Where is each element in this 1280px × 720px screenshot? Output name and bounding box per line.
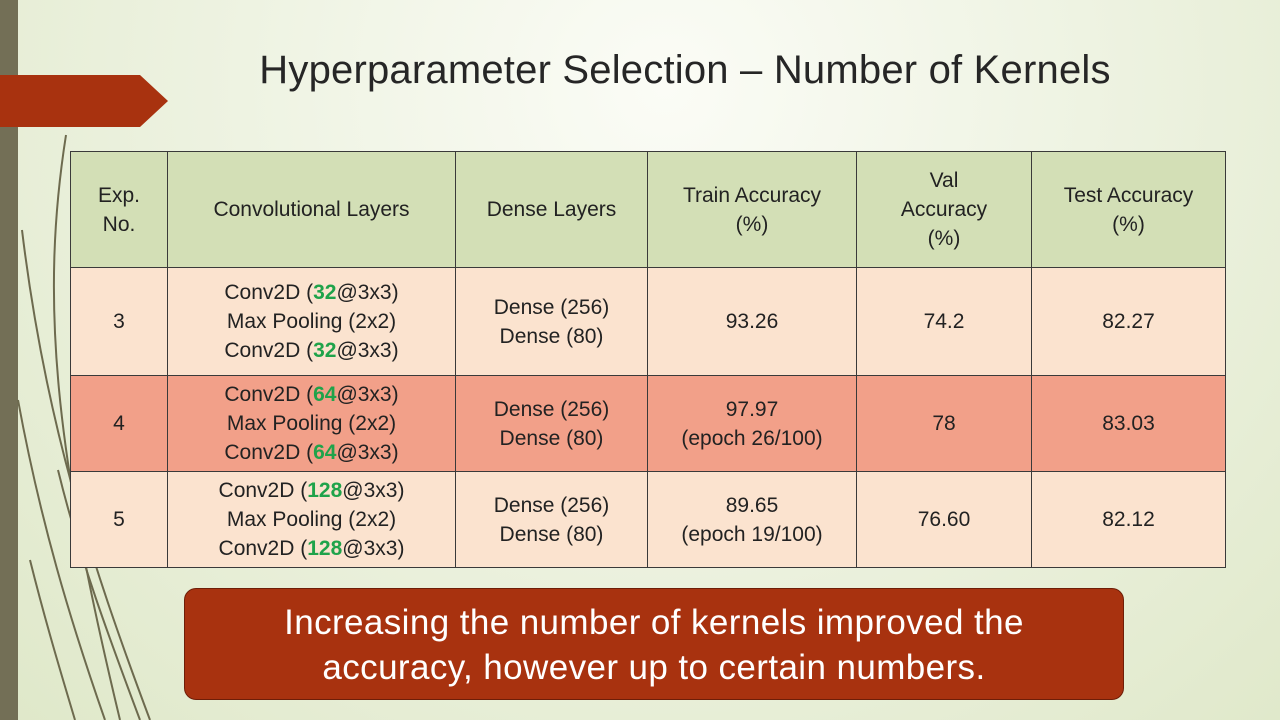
conv-layer-text: Max Pooling (2x2): [226, 508, 397, 531]
cell-val-accuracy: 78: [856, 375, 1032, 472]
conv-layer-line: Max Pooling (2x2): [168, 307, 455, 336]
cell-text-line: 78: [932, 412, 956, 435]
header-conv-layers: Convolutional Layers: [167, 151, 456, 268]
header-exp-no: Exp. No.: [70, 151, 168, 268]
conv-layer-line: Max Pooling (2x2): [168, 409, 455, 438]
title-arrow-shape: [0, 75, 168, 127]
cell-train-accuracy: 93.26: [647, 267, 857, 376]
cell-text-line: Dense (80): [499, 324, 604, 348]
conv-layer-text: Conv2D (: [224, 383, 314, 406]
cell-text-line: Dense (256): [493, 397, 610, 421]
cell-text-line: 97.97: [725, 397, 779, 421]
cell-text-line: Dense Layers: [486, 198, 617, 221]
table-row: 3 Conv2D (32@3x3) Max Pooling (2x2) Conv2D…: [70, 267, 1226, 376]
cell-conv-layers: Conv2D (32@3x3) Max Pooling (2x2) Conv2D (…: [167, 267, 456, 376]
cell-test-accuracy: 83.03: [1031, 375, 1226, 472]
kernel-count: 128: [307, 537, 343, 560]
slide-title: Hyperparameter Selection – Number of Ker…: [259, 48, 1111, 92]
cell-text-line: (%): [735, 212, 769, 236]
cell-dense-layers: Dense (256) Dense (80): [455, 375, 648, 472]
cell-text-line: 89.65: [725, 493, 779, 517]
conv-layer-text: Conv2D (: [218, 479, 308, 502]
cell-text-line: Test Accuracy: [1063, 183, 1194, 207]
conv-layer-line: Conv2D (64@3x3): [168, 380, 455, 409]
kernel-count: 32: [313, 339, 337, 362]
cell-text-line: 93.26: [725, 310, 779, 333]
conv-layer-line: Conv2D (32@3x3): [168, 336, 455, 365]
cell-text-line: Dense (256): [493, 295, 610, 319]
conv-layer-line: Conv2D (64@3x3): [168, 438, 455, 467]
table-row: 5 Conv2D (128@3x3) Max Pooling (2x2) Conv2…: [70, 471, 1226, 568]
cell-text-line: No.: [102, 212, 136, 236]
conv-layer-text: @3x3): [342, 479, 405, 502]
kernel-count: 32: [313, 281, 337, 304]
cell-train-accuracy: 97.97 (epoch 26/100): [647, 375, 857, 472]
cell-text-line: 82.27: [1102, 310, 1155, 333]
cell-text-line: (epoch 19/100): [681, 522, 823, 546]
conv-layer-line: Conv2D (32@3x3): [168, 278, 455, 307]
cell-val-accuracy: 74.2: [856, 267, 1032, 376]
cell-conv-layers: Conv2D (64@3x3) Max Pooling (2x2) Conv2D (…: [167, 375, 456, 472]
cell-train-accuracy: 89.65 (epoch 19/100): [647, 471, 857, 568]
cell-conv-layers: Conv2D (128@3x3) Max Pooling (2x2) Conv2D …: [167, 471, 456, 568]
cell-text-line: Convolutional Layers: [213, 198, 410, 221]
kernel-count: 128: [307, 479, 343, 502]
cell-text-line: 5: [113, 508, 125, 531]
cell-exp-no: 5: [70, 471, 168, 568]
conv-layer-line: Conv2D (128@3x3): [168, 534, 455, 563]
cell-test-accuracy: 82.27: [1031, 267, 1226, 376]
conv-layer-text: Conv2D (: [224, 441, 314, 464]
cell-text-line: Val: [929, 169, 959, 192]
conv-layer-text: @3x3): [336, 383, 399, 406]
conv-layer-text: @3x3): [336, 281, 399, 304]
results-table: Exp. No. Convolutional Layers Dense Layer…: [70, 151, 1226, 568]
left-accent-bar: [0, 0, 18, 720]
conv-layer-line: Max Pooling (2x2): [168, 505, 455, 534]
cell-text-line: 3: [113, 310, 125, 333]
conv-layer-text: Conv2D (: [218, 537, 308, 560]
conv-layer-text: Max Pooling (2x2): [226, 310, 397, 333]
header-test-accuracy: Test Accuracy (%): [1031, 151, 1226, 268]
cell-text-line: 83.03: [1102, 412, 1155, 435]
cell-text-line: 76.60: [917, 508, 971, 531]
cell-test-accuracy: 82.12: [1031, 471, 1226, 568]
cell-exp-no: 4: [70, 375, 168, 472]
conv-layer-line: Conv2D (128@3x3): [168, 476, 455, 505]
cell-text-line: 74.2: [923, 310, 965, 333]
conv-layer-text: Max Pooling (2x2): [226, 412, 397, 435]
conv-layer-text: @3x3): [342, 537, 405, 560]
cell-text-line: Dense (256): [493, 493, 610, 517]
cell-dense-layers: Dense (256) Dense (80): [455, 267, 648, 376]
cell-text-line: (%): [927, 227, 961, 250]
header-dense-layers: Dense Layers: [455, 151, 648, 268]
header-val-accuracy: Val Accuracy (%): [856, 151, 1032, 268]
cell-text-line: Exp.: [97, 183, 141, 207]
header-train-accuracy: Train Accuracy (%): [647, 151, 857, 268]
cell-exp-no: 3: [70, 267, 168, 376]
cell-val-accuracy: 76.60: [856, 471, 1032, 568]
cell-text-line: Dense (80): [499, 426, 604, 450]
kernel-count: 64: [313, 383, 337, 406]
cell-text-line: Train Accuracy: [682, 183, 822, 207]
conclusion-callout: Increasing the number of kernels improve…: [184, 588, 1124, 700]
conv-layer-text: Conv2D (: [224, 281, 314, 304]
cell-dense-layers: Dense (256) Dense (80): [455, 471, 648, 568]
cell-text-line: 82.12: [1102, 508, 1155, 531]
cell-text-line: Dense (80): [499, 522, 604, 546]
cell-text-line: Accuracy: [900, 198, 988, 221]
conv-layer-text: @3x3): [336, 441, 399, 464]
callout-line: Increasing the number of kernels improve…: [284, 603, 1024, 642]
cell-text-line: 4: [113, 412, 125, 435]
callout-line: accuracy, however up to certain numbers.: [322, 648, 986, 687]
conv-layer-text: @3x3): [336, 339, 399, 362]
conv-layer-text: Conv2D (: [224, 339, 314, 362]
cell-text-line: (epoch 26/100): [681, 426, 823, 450]
kernel-count: 64: [313, 441, 337, 464]
table-header-row: Exp. No. Convolutional Layers Dense Layer…: [70, 151, 1226, 268]
table-row: 4 Conv2D (64@3x3) Max Pooling (2x2) Conv2D…: [70, 375, 1226, 472]
cell-text-line: (%): [1112, 212, 1145, 236]
